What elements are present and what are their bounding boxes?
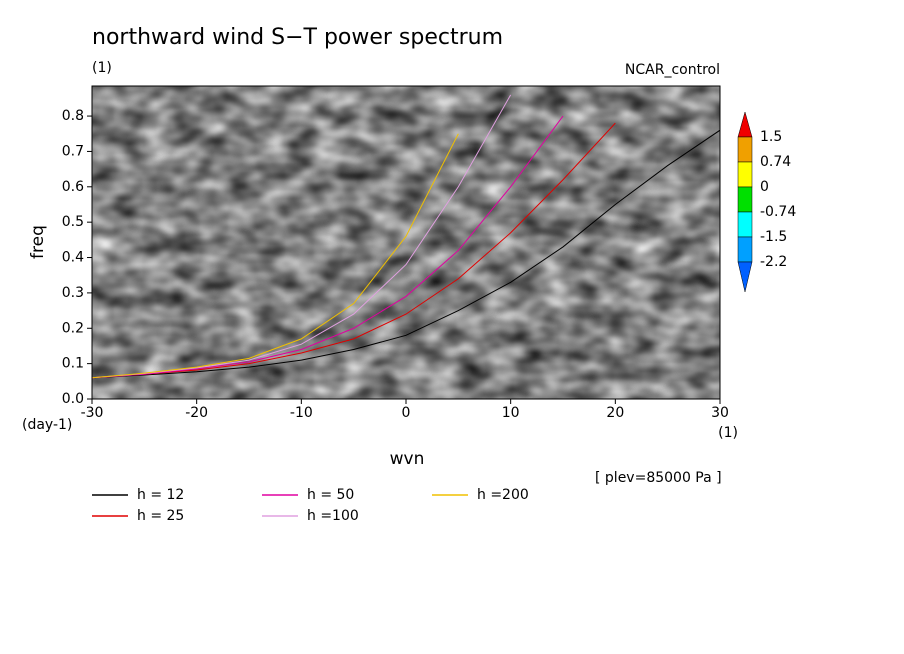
chart-title: northward wind S−T power spectrum — [92, 25, 503, 50]
legend-label: h =100 — [307, 508, 359, 524]
colorbar-label: 1.5 — [760, 129, 782, 145]
x-tick-label: 0 — [402, 405, 411, 421]
colorbar-box — [737, 161, 753, 188]
y-unit: (day-1) — [22, 417, 72, 433]
colorbar-label: 0.74 — [760, 154, 791, 170]
colorbar-box — [737, 136, 753, 163]
colorbar-box — [737, 236, 753, 263]
run-label: NCAR_control — [625, 62, 720, 78]
x-tick-label: -20 — [185, 405, 208, 421]
field-texture — [92, 86, 720, 399]
curve — [92, 129, 720, 379]
legend-label: h =200 — [477, 487, 529, 503]
x-tick-label: 30 — [711, 405, 729, 421]
colorbar-label: -0.74 — [760, 204, 796, 220]
x-tick-label: -30 — [81, 405, 104, 421]
colorbar-box — [737, 186, 753, 213]
y-tick-label: 0.7 — [62, 143, 84, 159]
y-tick-label: 0.4 — [62, 250, 84, 266]
x-tick-label: 20 — [606, 405, 624, 421]
y-tick-label: 0.3 — [62, 285, 84, 301]
x-tick-label: 10 — [502, 405, 520, 421]
y-tick-label: 0.1 — [62, 356, 84, 372]
subtitle: (1) — [92, 60, 112, 76]
colorbar-label: -2.2 — [760, 254, 787, 270]
y-tick-label: 0.2 — [62, 320, 84, 336]
y-tick-label: 0.5 — [62, 214, 84, 230]
curve — [92, 122, 616, 379]
y-tick-label: 0.8 — [62, 108, 84, 124]
colorbar-triangle — [737, 111, 753, 138]
colorbar-label: 0 — [760, 179, 769, 195]
legend-label: h = 25 — [137, 508, 184, 524]
y-label: freq — [28, 225, 48, 259]
y-tick-label: 0.6 — [62, 179, 84, 195]
colorbar-box — [737, 211, 753, 238]
curves — [92, 94, 720, 379]
curve — [92, 133, 459, 379]
x-label: wvn — [390, 449, 425, 469]
x-unit: (1) — [718, 425, 738, 441]
colorbar-label: -1.5 — [760, 229, 787, 245]
curve — [92, 115, 564, 379]
legend-label: h = 12 — [137, 487, 184, 503]
note: [ plev=85000 Pa ] — [595, 470, 722, 486]
legend-label: h = 50 — [307, 487, 354, 503]
y-tick-label: 0.0 — [62, 391, 84, 407]
colorbar-triangle — [737, 261, 753, 293]
x-tick-label: -10 — [290, 405, 313, 421]
